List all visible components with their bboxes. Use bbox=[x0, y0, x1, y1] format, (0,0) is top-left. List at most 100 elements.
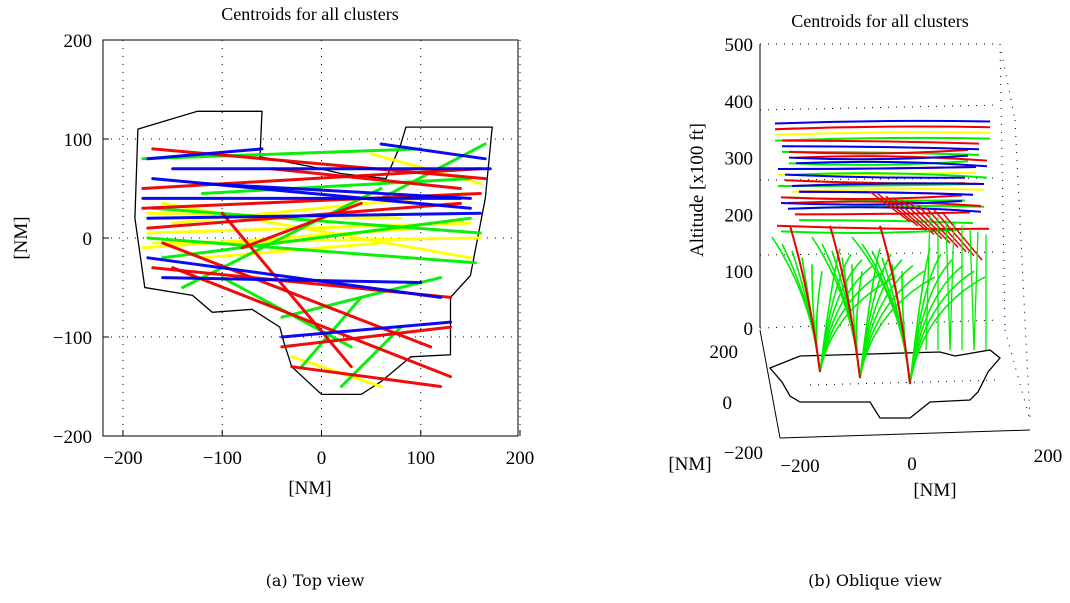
oblique-view-x-ticks: −200 0 200 bbox=[780, 446, 1062, 477]
oblique-view-boundary bbox=[768, 349, 1001, 419]
oblique-view-gridline bbox=[999, 43, 1006, 331]
oblique-view-track-red bbox=[879, 225, 911, 385]
oblique-view-gridline bbox=[759, 251, 1001, 256]
top-view-track-red bbox=[240, 201, 363, 250]
oblique-view-track-blue bbox=[798, 190, 974, 196]
oblique-view-y-ticks: 200 0 −200 bbox=[710, 342, 764, 464]
top-view-track-blue bbox=[200, 182, 472, 200]
oblique-view-z-tick-label: 400 bbox=[725, 92, 754, 113]
oblique-view-track-green bbox=[973, 231, 979, 351]
oblique-view-track-green bbox=[798, 219, 974, 225]
oblique-view-z-tick-label: 200 bbox=[725, 205, 754, 226]
oblique-view-track-blue bbox=[781, 145, 980, 151]
oblique-view-track-red bbox=[869, 191, 911, 223]
top-view-x-axis-label: [NM] bbox=[288, 478, 331, 499]
oblique-view-track-green bbox=[881, 257, 911, 385]
oblique-view-x-axis bbox=[779, 429, 1031, 439]
top-view-track-green bbox=[280, 276, 443, 319]
top-view-track-green bbox=[141, 147, 423, 161]
top-view-track-green bbox=[339, 325, 403, 388]
top-view-track-blue bbox=[146, 147, 264, 161]
top-view-caption: (a) Top view bbox=[266, 571, 365, 590]
top-view-x-ticks: −200 −100 0 100 200 bbox=[103, 430, 534, 469]
oblique-view-track-blue bbox=[777, 166, 977, 170]
oblique-view-track-blue bbox=[780, 200, 963, 206]
oblique-view-track-green bbox=[851, 236, 911, 385]
oblique-view-z-ticks: 500 400 300 200 100 0 bbox=[725, 35, 754, 340]
oblique-view-y-tick-label: 0 bbox=[723, 393, 733, 414]
top-view-track-blue bbox=[146, 211, 482, 220]
oblique-view-track-red bbox=[794, 211, 971, 216]
oblique-view-track-red bbox=[780, 194, 963, 200]
oblique-view-x-axis-label: [NM] bbox=[913, 480, 956, 501]
oblique-view-y-tick-label: 200 bbox=[710, 342, 739, 363]
oblique-view-track-blue bbox=[795, 160, 988, 168]
top-view-y-tick-label: 0 bbox=[83, 229, 93, 250]
top-view-track-blue bbox=[161, 276, 423, 285]
oblique-view-track-red bbox=[901, 200, 943, 240]
oblique-view-gridline bbox=[759, 104, 1001, 111]
oblique-view-track-red bbox=[776, 224, 990, 230]
top-view-boundary-outline bbox=[134, 110, 493, 396]
oblique-view-z-tick-label: 0 bbox=[744, 319, 754, 340]
top-view-track-red bbox=[270, 167, 462, 190]
oblique-view-gridline bbox=[759, 319, 1001, 329]
oblique-view-x-tick-label: 0 bbox=[907, 454, 917, 475]
oblique-view-track-green bbox=[969, 228, 975, 351]
oblique-view-track-blue bbox=[791, 182, 985, 187]
oblique-view-x-tick-label: −200 bbox=[780, 456, 819, 477]
oblique-view-track-yellow bbox=[774, 131, 991, 136]
oblique-view-track-green bbox=[791, 250, 821, 373]
oblique-view-track-red bbox=[774, 125, 991, 131]
oblique-view-gridline bbox=[1004, 329, 1031, 421]
oblique-view-gridline bbox=[999, 43, 1016, 121]
oblique-view-track-green bbox=[945, 220, 951, 351]
oblique-view-grid bbox=[759, 43, 1031, 421]
top-view-track-red bbox=[171, 266, 453, 379]
oblique-view-track-green bbox=[925, 214, 931, 351]
oblique-view-z-tick-label: 300 bbox=[725, 149, 754, 170]
top-view-x-tick-label: 200 bbox=[506, 448, 535, 469]
top-view-x-tick-label: −200 bbox=[103, 448, 142, 469]
top-view-y-tick-label: 200 bbox=[64, 31, 93, 52]
top-view-y-tick-label: 100 bbox=[64, 130, 93, 151]
top-view-track-red bbox=[290, 365, 443, 388]
oblique-view-track-red bbox=[795, 155, 988, 162]
top-view-y-tick-label: −100 bbox=[53, 328, 92, 349]
oblique-view-boundary-outline bbox=[768, 349, 1001, 419]
oblique-view-track-green bbox=[819, 276, 896, 373]
oblique-view-x-tick-label: 200 bbox=[1034, 446, 1063, 467]
oblique-view-gridline bbox=[809, 379, 1001, 386]
top-view-track-blue bbox=[379, 142, 487, 161]
oblique-view-z-tick-label: 500 bbox=[725, 35, 754, 56]
oblique-view-track-blue bbox=[774, 119, 991, 125]
oblique-view-tracks bbox=[771, 119, 991, 385]
oblique-view-track-blue bbox=[788, 154, 969, 161]
oblique-view-track-red bbox=[877, 193, 919, 227]
oblique-view-track-red bbox=[893, 197, 935, 236]
oblique-view-track-blue bbox=[787, 206, 982, 213]
oblique-view-title: Centroids for all clusters bbox=[791, 11, 968, 31]
top-view-y-ticks: 200 100 0 −100 −200 bbox=[53, 31, 109, 448]
top-view-track-green bbox=[200, 177, 472, 195]
top-view-panel: Centroids for all clusters −200 −100 0 100 2… bbox=[11, 4, 534, 590]
oblique-view-z-axis-label: Altitude [x100 ft] bbox=[687, 123, 708, 257]
top-view-boundary bbox=[134, 110, 493, 396]
oblique-view-track-green bbox=[788, 160, 969, 166]
top-view-x-tick-label: 0 bbox=[317, 448, 327, 469]
top-view-track-blue bbox=[280, 320, 453, 339]
oblique-view-track-green bbox=[780, 228, 963, 234]
top-view-track-green bbox=[146, 236, 477, 265]
oblique-view-z-tick-label: 100 bbox=[725, 262, 754, 283]
top-view-y-axis-label: [NM] bbox=[11, 216, 32, 259]
top-view-title: Centroids for all clusters bbox=[221, 4, 398, 24]
oblique-view-track-red bbox=[885, 195, 927, 231]
top-view-track-red bbox=[280, 325, 453, 349]
oblique-view-track-red bbox=[829, 225, 861, 379]
oblique-view-track-red bbox=[788, 148, 969, 155]
oblique-view-axes bbox=[759, 44, 1031, 439]
top-view-track-red bbox=[220, 211, 353, 369]
oblique-view-track-green bbox=[949, 222, 955, 351]
top-view-track-green bbox=[181, 187, 383, 289]
